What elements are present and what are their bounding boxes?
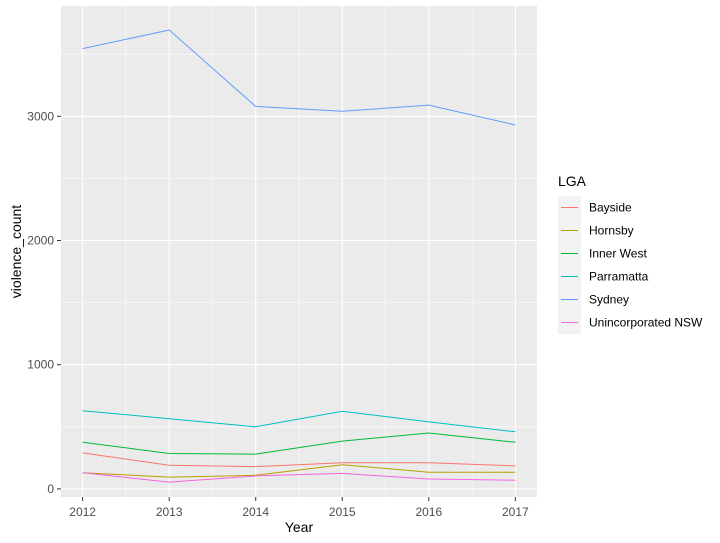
y-tick-label: 3000 <box>27 109 54 123</box>
x-tick-label: 2014 <box>242 505 269 519</box>
legend-title: LGA <box>558 173 587 189</box>
legend-label-bayside: Bayside <box>589 201 632 215</box>
major-gridlines <box>61 6 537 497</box>
series-line-parramatta <box>82 410 516 433</box>
series-line-bayside <box>82 452 516 468</box>
series-line-hornsby <box>82 464 516 478</box>
legend-label-parramatta: Parramatta <box>589 270 649 284</box>
x-tick-label: 2017 <box>502 505 529 519</box>
series-lines <box>82 29 516 483</box>
x-tick-label: 2013 <box>156 505 183 519</box>
y-tick-label: 1000 <box>27 358 54 372</box>
series-line-unincorporated-nsw <box>82 472 516 483</box>
legend-label-sydney: Sydney <box>589 293 629 307</box>
x-axis-ticks: 2012 2013 2014 2015 2016 2017 <box>69 497 529 519</box>
legend-label-hornsby: Hornsby <box>589 224 634 238</box>
y-tick-label: 2000 <box>27 234 54 248</box>
legend-label-unincorporated-nsw: Unincorporated NSW <box>589 316 703 330</box>
legend: LGA Bayside Hornsby Inner West Parramatta Sy… <box>558 173 703 334</box>
x-tick-label: 2015 <box>329 505 356 519</box>
x-axis-title: Year <box>285 519 314 535</box>
x-tick-label: 2016 <box>415 505 442 519</box>
minor-gridlines <box>61 6 537 497</box>
y-tick-label: 0 <box>47 482 54 496</box>
series-line-inner-west <box>82 432 516 455</box>
y-axis-title: violence_count <box>8 205 24 299</box>
y-axis-ticks: 0 1000 2000 3000 <box>27 109 61 496</box>
x-tick-label: 2012 <box>69 505 96 519</box>
legend-label-inner-west: Inner West <box>589 247 647 261</box>
series-line-sydney <box>82 29 516 126</box>
